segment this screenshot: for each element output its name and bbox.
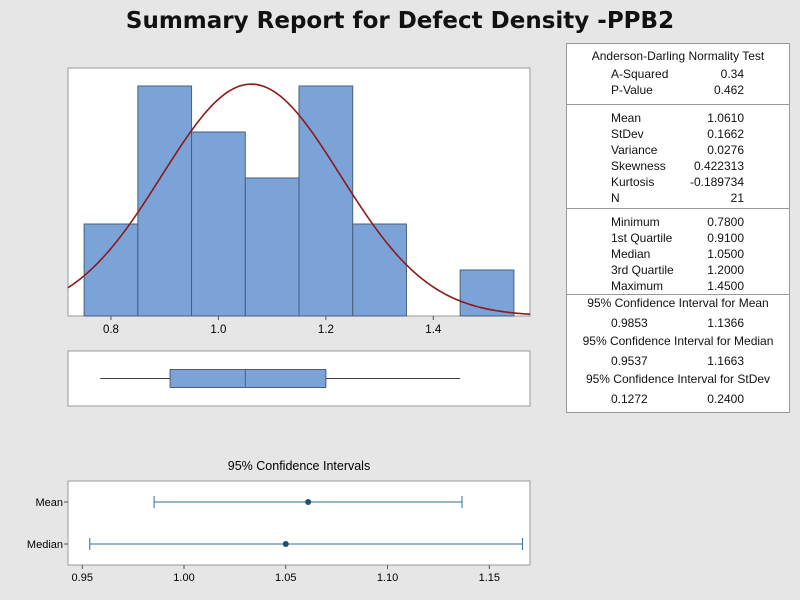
moment-stat-row: Variance 0.0276 [567, 142, 789, 158]
moment-stat-row: StDev 0.1662 [567, 126, 789, 142]
histogram-x-tick-label: 1.4 [425, 324, 442, 336]
ci-stdev-lower: 0.1272 [611, 392, 648, 406]
quantile-stat-label: Maximum [611, 279, 664, 293]
quantile-stat-row: Minimum 0.7800 [567, 214, 789, 230]
normality-stat-value: 0.462 [713, 83, 744, 97]
quantile-stat-value: 0.9100 [707, 231, 744, 245]
ci-chart: Mean Median 0.95 1.00 1.05 1.10 1.15 [27, 496, 523, 584]
ci-stdev-row: 0.1272 0.2400 [567, 391, 789, 407]
quantile-stat-row: 3rd Quartile 1.2000 [567, 262, 789, 278]
normality-stat-value: 0.34 [720, 67, 744, 81]
quantile-stat-label: 1st Quartile [611, 231, 673, 245]
report-title: Summary Report for Defect Density -PPB2 [125, 8, 675, 34]
ci-x-tick-label: 1.10 [377, 572, 398, 584]
ci-x-tick-label: 0.95 [72, 572, 93, 584]
summary-statistics-panel: Anderson-Darling Normality Test A-Square… [566, 43, 790, 413]
ci-median-title: 95% Confidence Interval for Median [582, 334, 774, 348]
moment-stat-value: -0.189734 [689, 175, 744, 189]
histogram-x-axis: 0.8 1.0 1.2 1.4 [103, 316, 442, 336]
boxplot-box [169, 369, 327, 388]
ci-estimate-point [282, 541, 289, 547]
ci-mean-title: 95% Confidence Interval for Mean [587, 296, 769, 310]
moment-stat-label: Mean [611, 111, 642, 125]
histogram-x-tick-label: 1.0 [210, 324, 226, 336]
moment-stat-row: Skewness 0.422313 [567, 158, 789, 174]
ci-median-row: 0.9537 1.1663 [567, 353, 789, 369]
quantile-stat-value: 1.2000 [707, 263, 744, 277]
ci-mean-lower: 0.9853 [611, 316, 648, 330]
boxplot [100, 369, 461, 388]
moment-rows: Mean 1.0610 StDev 0.1662 Variance 0.0276 Skewn… [567, 110, 789, 206]
ci-row-label: Median [27, 539, 63, 551]
normality-test-section: Anderson-Darling Normality Test A-Square… [567, 48, 789, 98]
histogram-bar [244, 177, 300, 317]
quantile-stat-value: 0.7800 [707, 215, 744, 229]
histogram-bars [83, 85, 515, 317]
moment-stat-value: 1.0610 [707, 111, 744, 125]
ci-chart-title: 95% Confidence Intervals [228, 459, 370, 473]
normality-stat-label: A-Squared [611, 67, 669, 81]
quantile-stat-label: 3rd Quartile [611, 263, 674, 277]
moment-stat-row: Mean 1.0610 [567, 110, 789, 126]
moment-stat-row: N 21 [567, 190, 789, 206]
ci-mean-row: 0.9853 1.1366 [567, 315, 789, 331]
normality-stat-label: P-Value [611, 83, 653, 97]
quantile-stat-label: Median [611, 247, 651, 261]
normality-test-rows: A-Squared 0.34 P-Value 0.462 [567, 66, 789, 98]
quantile-stat-value: 1.0500 [707, 247, 744, 261]
histogram-bar [137, 85, 193, 317]
ci-stdev-title: 95% Confidence Interval for StDev [585, 372, 771, 386]
histogram-bar [298, 85, 354, 317]
moment-stat-label: Kurtosis [611, 175, 655, 189]
confidence-intervals-section: 95% Confidence Interval for Mean 0.9853 … [567, 294, 789, 407]
quantiles-section: Minimum 0.7800 1st Quartile 0.9100 Median 1.0… [567, 208, 789, 294]
quantile-stat-row: Median 1.0500 [567, 246, 789, 262]
quantile-stat-label: Minimum [611, 215, 660, 229]
quantile-stat-row: 1st Quartile 0.9100 [567, 230, 789, 246]
moment-stat-value: 0.0276 [707, 143, 744, 157]
histogram-bar [83, 223, 139, 317]
moment-stat-value: 0.1662 [707, 127, 744, 141]
ci-x-tick-label: 1.00 [173, 572, 194, 584]
quantile-stat-row: Maximum 1.4500 [567, 278, 789, 294]
normality-stat-row: P-Value 0.462 [567, 82, 789, 98]
moment-stat-value: 0.422313 [693, 159, 744, 173]
histogram-bar [352, 223, 407, 317]
normality-stat-row: A-Squared 0.34 [567, 66, 789, 82]
ci-row-label: Mean [35, 497, 63, 509]
ci-x-tick-label: 1.05 [275, 572, 296, 584]
moment-stat-label: StDev [611, 127, 644, 141]
quantile-rows: Minimum 0.7800 1st Quartile 0.9100 Median 1.0… [567, 214, 789, 294]
ci-mean-upper: 1.1366 [707, 316, 744, 330]
histogram-x-tick-label: 1.2 [318, 324, 334, 336]
moment-stat-label: Skewness [611, 159, 666, 173]
normality-test-title: Anderson-Darling Normality Test [591, 49, 765, 63]
ci-stdev-upper: 0.2400 [707, 392, 744, 406]
histogram-bar [191, 131, 246, 317]
ci-chart-panel [67, 480, 531, 566]
quantile-stat-value: 1.4500 [707, 279, 744, 293]
moment-stat-row: Kurtosis -0.189734 [567, 174, 789, 190]
ci-estimate-point [305, 499, 312, 505]
histogram-x-tick-label: 0.8 [103, 324, 119, 336]
moment-stat-label: N [611, 191, 620, 205]
ci-x-tick-label: 1.15 [479, 572, 500, 584]
moment-stat-label: Variance [611, 143, 658, 157]
normal-fit-curve [67, 83, 531, 316]
moments-section: Mean 1.0610 StDev 0.1662 Variance 0.0276 Skewn… [567, 104, 789, 206]
ci-median-lower: 0.9537 [611, 354, 648, 368]
moment-stat-value: 21 [730, 191, 744, 205]
ci-median-upper: 1.1663 [707, 354, 744, 368]
